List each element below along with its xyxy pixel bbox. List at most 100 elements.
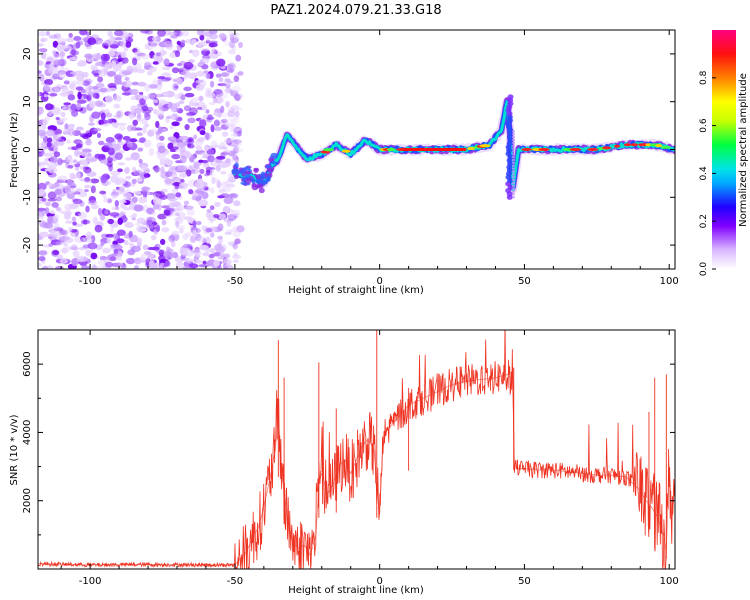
noise-blob	[150, 234, 157, 241]
noise-blob	[208, 253, 215, 259]
noise-blob	[38, 73, 45, 82]
noise-blob	[75, 41, 81, 49]
noise-blob	[232, 128, 241, 132]
noise-blob	[205, 236, 211, 244]
ridge-peak	[614, 144, 621, 148]
noise-blob	[150, 39, 158, 48]
noise-blob	[38, 256, 46, 262]
noise-blob	[142, 191, 148, 199]
noise-blob	[100, 241, 105, 247]
noise-blob	[97, 259, 106, 266]
noise-blob	[213, 213, 220, 219]
noise-blob	[213, 126, 223, 131]
snr-noise-trace	[38, 330, 675, 569]
noise-blob	[233, 225, 241, 231]
noise-blob	[151, 211, 156, 216]
noise-blob	[207, 155, 215, 163]
noise-blob	[168, 234, 176, 243]
noise-blob	[38, 129, 47, 137]
noise-blob	[220, 170, 227, 175]
noise-blob	[135, 127, 143, 131]
noise-blob	[38, 207, 47, 212]
noise-blob	[198, 159, 204, 163]
noise-blob	[132, 119, 138, 126]
noise-blob	[159, 262, 165, 267]
noise-blob	[233, 131, 241, 138]
noise-blob	[184, 257, 193, 263]
noise-blob	[227, 60, 233, 66]
noise-blob	[201, 50, 206, 56]
noise-blob	[175, 225, 186, 230]
noise-blob	[210, 48, 218, 54]
noise-blob	[220, 124, 229, 130]
noise-blob	[214, 201, 221, 207]
noise-blob	[230, 137, 237, 144]
noise-blob	[180, 70, 191, 76]
noise-blob	[161, 227, 170, 233]
noise-blob	[155, 55, 164, 64]
noise-blob	[146, 70, 153, 76]
noise-blob	[230, 133, 238, 137]
noise-blob	[125, 41, 132, 48]
y-tick-label: 6000	[22, 351, 33, 376]
noise-blob	[228, 89, 233, 93]
x-tick-label: -50	[227, 576, 243, 587]
noise-blob	[53, 53, 60, 59]
noise-blob	[96, 40, 105, 45]
noise-blob	[186, 244, 193, 249]
noise-blob	[207, 114, 213, 118]
noise-blob	[221, 118, 228, 124]
noise-blob	[179, 135, 189, 141]
noise-blob	[144, 43, 150, 50]
noise-blob	[201, 191, 209, 200]
noise-blob	[66, 128, 76, 136]
noise-blob	[212, 97, 218, 104]
noise-blob	[107, 218, 115, 225]
y-tick-label: -20	[22, 237, 33, 253]
x-tick-label: 0	[376, 276, 382, 287]
noise-blob	[223, 218, 234, 223]
noise-blob	[205, 92, 216, 99]
noise-blob	[232, 154, 238, 160]
noise-blob	[46, 265, 54, 269]
noise-blob	[213, 119, 220, 127]
noise-blob	[111, 122, 117, 127]
noise-blob	[48, 34, 58, 39]
noise-blob	[159, 135, 165, 141]
noise-blob	[79, 178, 86, 182]
snr-panel: -100 -50 0 50 100 2000 4000 6000 Height of str…	[9, 329, 679, 596]
noise-blob	[113, 74, 122, 81]
y-tick-label: 0	[22, 146, 33, 152]
noise-blob	[180, 39, 186, 45]
noise-blob	[72, 221, 77, 226]
ridge-peak	[538, 148, 550, 151]
noise-blob	[232, 156, 239, 161]
noise-blob	[120, 178, 127, 185]
noise-blob	[229, 194, 238, 200]
noise-blob	[76, 255, 85, 263]
noise-blob	[150, 128, 158, 134]
spread-blob	[511, 133, 515, 136]
noise-blob	[157, 76, 166, 80]
noise-blob	[206, 208, 212, 213]
noise-blob	[197, 235, 206, 243]
noise-blob	[226, 80, 234, 84]
noise-blob	[86, 95, 91, 101]
noise-blob	[158, 265, 164, 269]
noise-blob	[191, 38, 197, 44]
noise-blob	[222, 256, 228, 265]
noise-blob	[66, 73, 74, 78]
noise-blob	[128, 230, 133, 238]
noise-blob	[223, 258, 233, 266]
noise-blob	[100, 53, 108, 62]
ridge-blob	[255, 174, 262, 179]
noise-blob	[140, 30, 150, 34]
noise-blob	[87, 37, 97, 46]
colorbar-label: Normalized spectral amplitude	[738, 73, 749, 227]
noise-blob	[175, 192, 182, 198]
noise-blob	[225, 68, 235, 73]
noise-blob	[158, 259, 167, 263]
noise-blob	[90, 66, 98, 71]
ridge-blob	[258, 187, 265, 194]
noise-blob	[186, 143, 192, 148]
